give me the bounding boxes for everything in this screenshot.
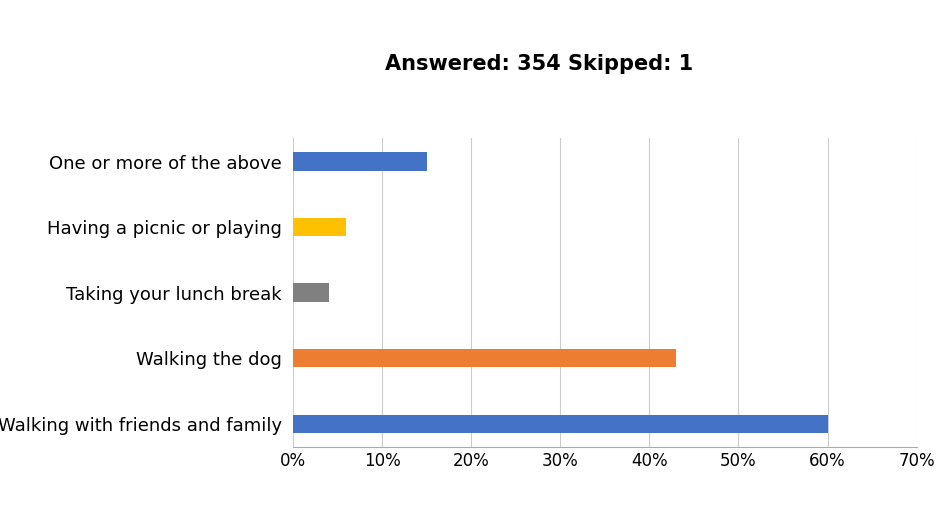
Bar: [293, 414, 827, 433]
Bar: [293, 349, 675, 367]
Bar: [293, 218, 346, 236]
Text: Answered: 354 Skipped: 1: Answered: 354 Skipped: 1: [384, 54, 692, 74]
Bar: [293, 284, 329, 302]
Bar: [293, 152, 426, 171]
